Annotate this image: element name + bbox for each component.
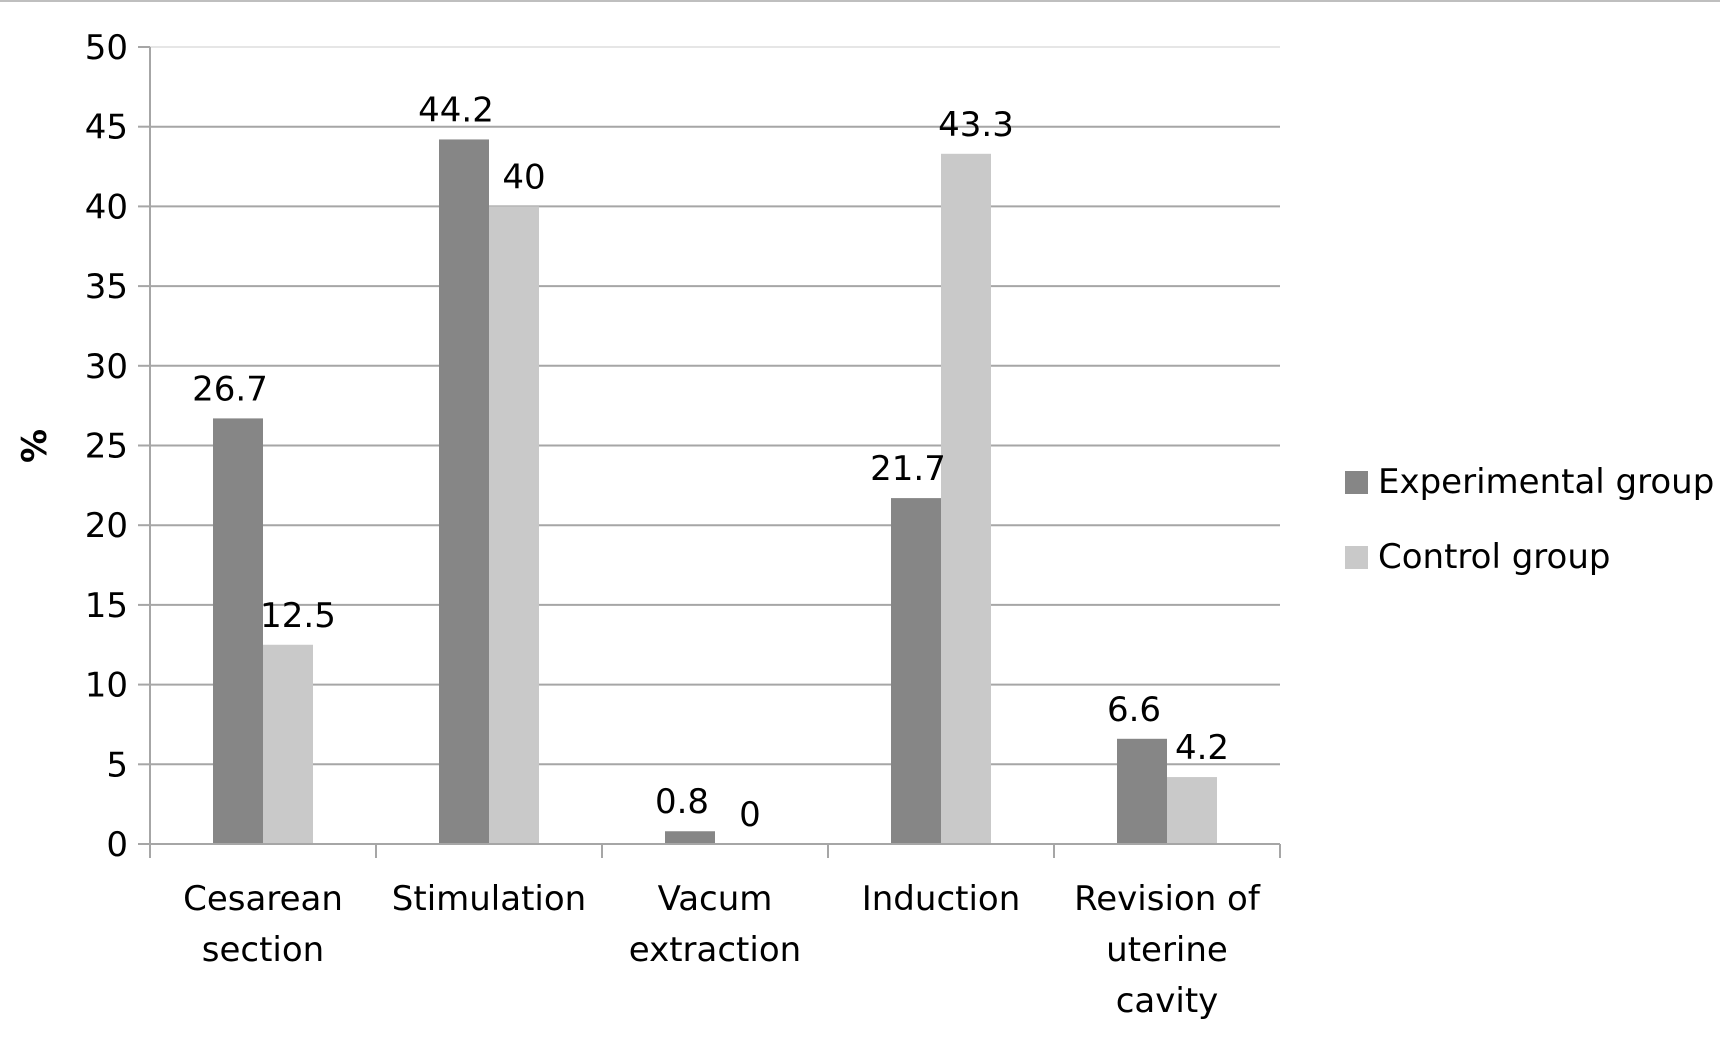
y-tick-label: 20 [85,506,128,546]
bar-control [1167,777,1217,844]
data-label-control: 40 [502,157,545,197]
y-tick-label: 30 [85,347,128,387]
data-labels: 26.7 44.2 0.8 21.7 6.6 12.5 40 0 43.3 4.2 [192,90,1229,835]
data-label-experimental: 6.6 [1107,690,1161,730]
data-label-control: 12.5 [260,596,336,636]
legend: Experimental group Control group [1345,462,1714,612]
legend-item-experimental: Experimental group [1345,462,1714,502]
y-tick-label: 15 [85,586,128,626]
bar-control [941,153,991,845]
x-category-label-line: Revision of [1074,879,1261,919]
x-category-label-line: Stimulation [392,879,586,919]
x-category-label: Cesarean section [183,879,343,970]
bar-experimental [439,139,489,844]
x-category-label: Stimulation [392,879,586,919]
x-category-label-line: extraction [629,930,801,970]
x-category-label: Revision of uterine cavity [1074,879,1261,1021]
data-label-control: 4.2 [1175,728,1229,768]
data-label-control: 43.3 [938,105,1014,145]
data-label-experimental: 0.8 [655,782,709,822]
gridlines [150,46,1280,766]
axes: 0 5 10 15 20 25 30 35 40 45 50 Cesarean section Stimu… [85,28,1281,1021]
x-category-label-line: uterine [1106,930,1228,970]
legend-item-control: Control group [1345,537,1714,577]
x-category-label-line: section [202,930,324,970]
bar-experimental [1117,738,1167,844]
y-axis-title: % [15,429,55,463]
bar-experimental [891,498,941,844]
data-label-control: 0 [739,795,761,835]
x-category-label: Induction [862,879,1021,919]
y-tick-label: 50 [85,28,128,68]
data-label-experimental: 26.7 [192,369,268,409]
y-tick-label: 25 [85,427,128,467]
x-category-label-line: cavity [1116,981,1219,1021]
legend-label-control: Control group [1378,537,1611,577]
y-tick-label: 5 [106,745,128,785]
bar-experimental [665,831,715,844]
x-category-label-line: Vacum [658,879,773,919]
bars [213,139,1217,845]
bar-control [489,206,539,844]
x-category-label-line: Cesarean [183,879,343,919]
y-tick-label: 10 [85,666,128,706]
data-label-experimental: 44.2 [418,90,494,130]
legend-swatch-control [1345,545,1368,569]
y-tick-label: 45 [85,108,128,148]
y-tick-label: 0 [106,825,128,865]
bar-control [263,644,313,844]
bar-experimental [213,418,263,844]
data-label-experimental: 21.7 [870,449,946,489]
y-tick-label: 35 [85,267,128,307]
legend-swatch-experimental [1345,470,1368,494]
y-tick-label: 40 [85,187,128,227]
legend-label-experimental: Experimental group [1378,462,1715,502]
x-category-label-line: Induction [862,879,1021,919]
x-category-label: Vacum extraction [629,879,801,970]
